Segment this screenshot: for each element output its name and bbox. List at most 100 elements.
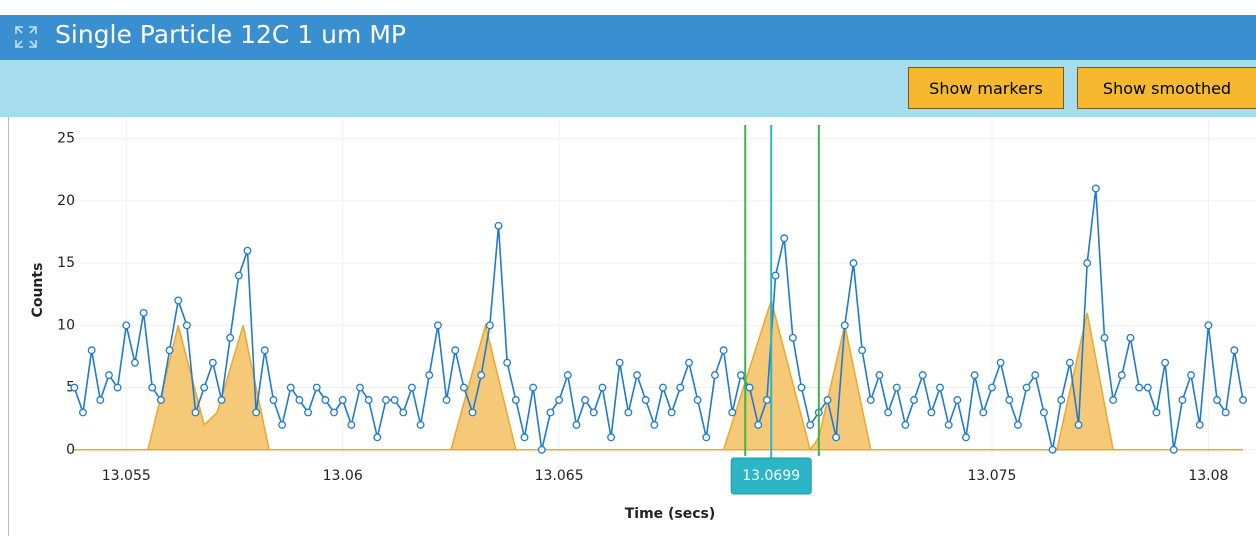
x-tick-label: 13.065 bbox=[535, 468, 584, 484]
data-point bbox=[650, 420, 659, 429]
data-point bbox=[217, 396, 226, 404]
x-tick-label: 13.075 bbox=[967, 468, 1016, 484]
data-point bbox=[148, 383, 157, 392]
y-tick-label: 25 bbox=[57, 131, 75, 147]
smoothed-area bbox=[74, 297, 1244, 452]
data-point bbox=[1065, 358, 1074, 367]
title-bar: Single Particle 12C 1 um MP bbox=[0, 15, 1256, 60]
data-point bbox=[139, 308, 148, 317]
data-point bbox=[849, 259, 858, 268]
data-point bbox=[1213, 396, 1221, 404]
data-point bbox=[607, 433, 616, 442]
data-point bbox=[710, 371, 719, 380]
data-point bbox=[407, 383, 416, 392]
data-point bbox=[252, 408, 261, 417]
button[interactable]: Show markers bbox=[908, 67, 1064, 109]
y-tick-label: 10 bbox=[57, 317, 75, 333]
data-point bbox=[918, 371, 927, 380]
data-point bbox=[1230, 346, 1239, 355]
data-point bbox=[910, 396, 919, 404]
data-point bbox=[390, 396, 399, 404]
data-point bbox=[477, 371, 486, 380]
data-point bbox=[70, 383, 79, 392]
data-point bbox=[156, 396, 165, 404]
data-point bbox=[399, 408, 408, 417]
data-point bbox=[1239, 396, 1247, 404]
x-tick-label: 13.08 bbox=[1188, 468, 1228, 484]
data-point bbox=[356, 383, 364, 392]
expand-icon[interactable] bbox=[14, 25, 38, 49]
data-point bbox=[624, 408, 633, 417]
data-point bbox=[667, 408, 676, 417]
data-point bbox=[286, 383, 295, 392]
data-point bbox=[572, 420, 581, 429]
data-point bbox=[927, 408, 936, 417]
data-point bbox=[278, 420, 287, 429]
data-point bbox=[806, 420, 815, 429]
data-point bbox=[442, 396, 451, 404]
data-point bbox=[96, 396, 105, 404]
data-point bbox=[468, 408, 477, 417]
button[interactable]: Show smoothed bbox=[1077, 67, 1256, 109]
data-point bbox=[338, 396, 347, 404]
data-point bbox=[546, 408, 555, 417]
data-point bbox=[1005, 396, 1014, 404]
toolbar: Show markers Show smoothed bbox=[0, 60, 1256, 117]
data-point bbox=[511, 396, 520, 404]
data-point bbox=[234, 271, 243, 280]
data-point bbox=[243, 246, 252, 255]
data-point bbox=[1204, 321, 1213, 330]
data-point bbox=[79, 408, 87, 417]
data-point bbox=[962, 433, 970, 442]
data-point bbox=[1117, 371, 1126, 380]
data-point bbox=[875, 371, 884, 380]
data-point bbox=[1074, 420, 1083, 429]
data-point bbox=[996, 358, 1005, 367]
data-point bbox=[459, 383, 468, 392]
data-point bbox=[745, 383, 754, 392]
data-point bbox=[719, 346, 728, 355]
series-line bbox=[73, 188, 1244, 450]
data-point bbox=[494, 221, 503, 230]
data-point bbox=[901, 420, 910, 429]
data-point bbox=[1178, 396, 1187, 404]
data-point bbox=[269, 396, 278, 404]
data-point bbox=[659, 383, 667, 392]
data-point bbox=[260, 346, 269, 355]
data-point bbox=[433, 321, 442, 330]
x-tick-label: 13.055 bbox=[102, 468, 151, 484]
data-point bbox=[615, 358, 624, 367]
data-point bbox=[762, 396, 771, 404]
data-point bbox=[797, 383, 806, 392]
y-tick-label: 15 bbox=[57, 255, 75, 271]
data-point bbox=[1126, 333, 1135, 342]
data-point bbox=[1135, 383, 1144, 392]
data-point bbox=[1083, 259, 1092, 268]
data-point bbox=[503, 358, 512, 367]
data-point bbox=[676, 383, 685, 392]
border bbox=[8, 117, 9, 536]
cursor-label: 13.0699 bbox=[742, 468, 800, 484]
x-tick-label: 13.06 bbox=[323, 468, 363, 484]
data-point bbox=[364, 396, 373, 404]
data-point bbox=[174, 296, 183, 305]
data-point bbox=[979, 408, 988, 417]
data-point bbox=[581, 396, 590, 404]
data-point bbox=[485, 321, 494, 330]
data-point bbox=[589, 408, 598, 417]
data-point bbox=[1048, 445, 1057, 454]
data-point bbox=[1161, 358, 1170, 367]
data-point bbox=[832, 433, 841, 442]
cursor-label-box bbox=[730, 457, 812, 495]
data-point bbox=[295, 396, 304, 404]
data-point bbox=[736, 371, 745, 380]
x-axis-label: Time (secs) bbox=[625, 506, 716, 522]
data-point bbox=[563, 371, 572, 380]
data-point bbox=[754, 420, 763, 429]
data-point bbox=[165, 346, 174, 355]
data-point bbox=[1187, 371, 1196, 380]
data-point bbox=[130, 358, 139, 367]
data-point bbox=[1169, 445, 1178, 454]
data-point bbox=[953, 396, 962, 404]
